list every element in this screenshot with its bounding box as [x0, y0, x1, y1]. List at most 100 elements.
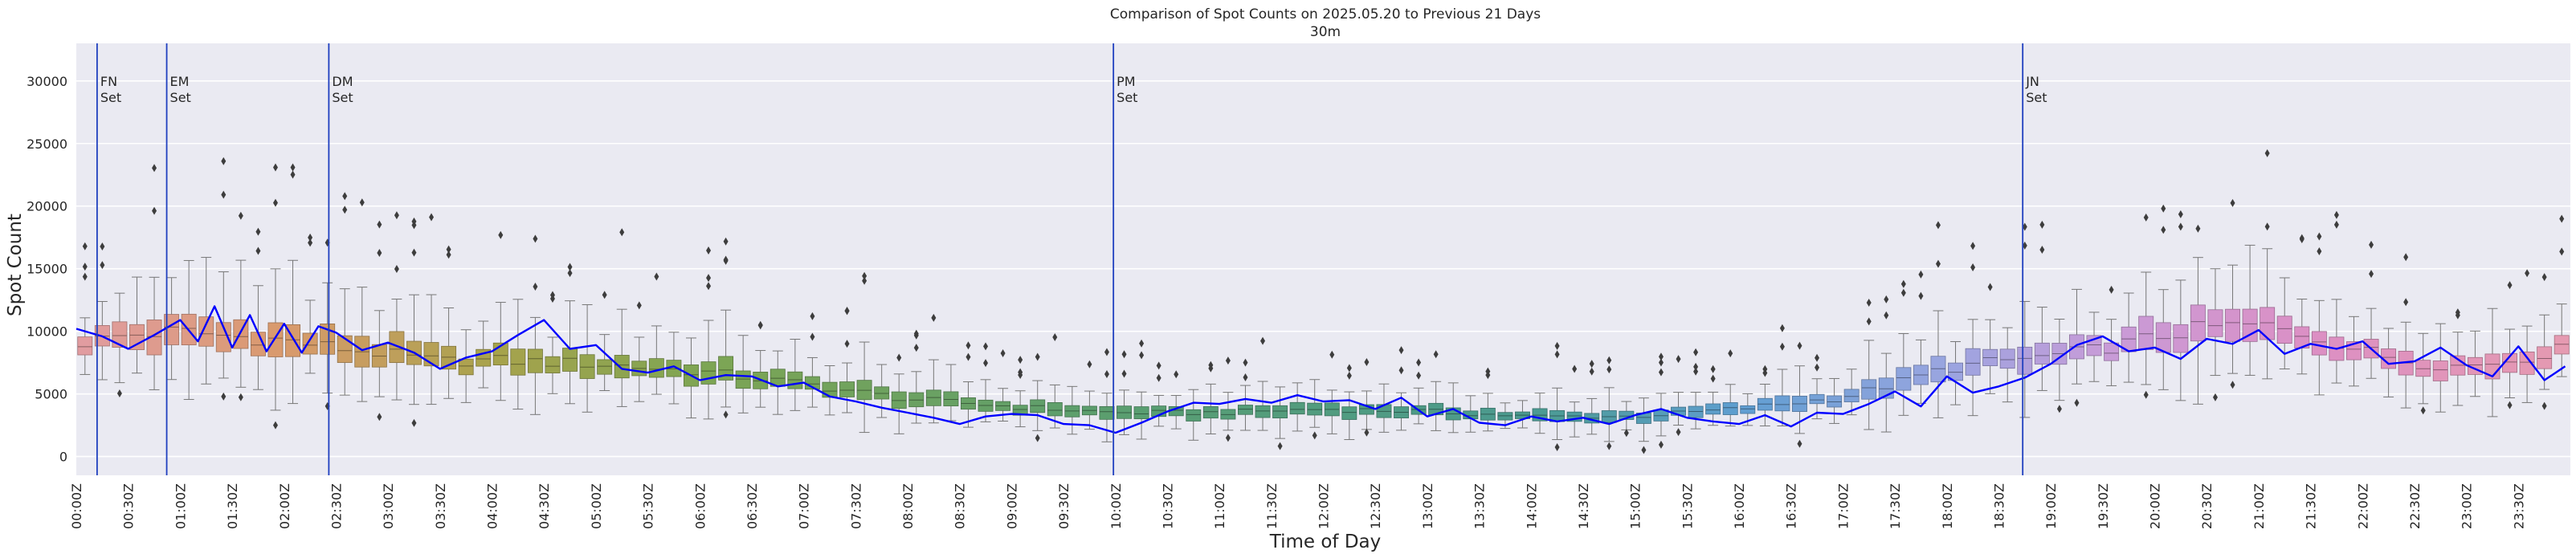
outlier-marker: [1779, 324, 1785, 332]
outlier-marker: [1416, 371, 1422, 380]
outlier-marker: [1018, 370, 1023, 379]
box-body: [1809, 393, 1825, 405]
box-body: [1948, 362, 1963, 381]
outlier-marker: [446, 245, 451, 254]
box-body: [787, 371, 803, 389]
box-body: [614, 355, 630, 379]
box: [1774, 324, 1790, 426]
set-label: Set: [332, 90, 353, 105]
box: [1913, 270, 1929, 404]
outlier-marker: [1693, 348, 1699, 356]
outlier-marker: [844, 307, 850, 316]
box: [856, 271, 872, 434]
outlier-marker: [1970, 242, 1976, 250]
y-tick-label: 25000: [27, 136, 67, 152]
x-tick-label: 02:30Z: [329, 483, 344, 529]
boxes: [77, 149, 2570, 454]
outlier-marker: [2317, 232, 2322, 241]
outlier-marker: [342, 192, 348, 201]
y-tick-label: 20000: [27, 199, 67, 214]
outlier-marker: [965, 341, 971, 350]
box-body: [1497, 412, 1513, 421]
box-body: [2207, 309, 2223, 337]
outlier-marker: [82, 272, 88, 281]
outlier-marker: [1139, 339, 1145, 348]
outlier-marker: [2333, 210, 2339, 219]
box: [925, 313, 941, 424]
outlier-marker: [1260, 336, 1266, 345]
outlier-marker: [2039, 220, 2045, 229]
box-body: [1688, 405, 1704, 418]
x-tick-label: 18:30Z: [1991, 483, 2007, 529]
outlier-marker: [1693, 367, 1699, 376]
box-body: [579, 354, 595, 379]
outlier-marker: [636, 301, 642, 310]
box: [302, 233, 318, 374]
box: [527, 234, 543, 415]
x-tick-label: 04:00Z: [485, 483, 500, 529]
outlier-marker: [2299, 235, 2305, 244]
box: [1099, 348, 1115, 442]
outlier-marker: [2056, 405, 2062, 413]
set-label: JN: [2025, 74, 2039, 89]
box-body: [389, 331, 405, 364]
box: [2017, 222, 2033, 418]
outlier-marker: [862, 271, 868, 280]
outlier-marker: [1728, 349, 1733, 358]
x-tick-label: 03:30Z: [433, 483, 448, 529]
outlier-marker: [1174, 370, 1179, 379]
box: [597, 291, 613, 392]
outlier-marker: [810, 312, 815, 320]
outlier-marker: [1018, 356, 1023, 365]
box-body: [2311, 331, 2327, 356]
box-body: [1030, 399, 1046, 413]
outlier-marker: [2541, 273, 2547, 282]
outlier-marker: [394, 211, 399, 220]
outlier-marker: [238, 211, 243, 220]
outlier-marker: [2074, 398, 2080, 407]
outlier-marker: [2525, 269, 2530, 278]
outlier-marker: [1779, 342, 1785, 351]
x-tick-label: 22:00Z: [2355, 483, 2370, 529]
box-body: [2554, 335, 2570, 355]
outlier-marker: [1121, 350, 1127, 359]
outlier-marker: [1243, 373, 1248, 382]
outlier-marker: [272, 163, 278, 172]
outlier-marker: [1364, 357, 1370, 366]
box-body: [1047, 402, 1063, 417]
box-body: [198, 316, 214, 347]
y-tick-label: 5000: [35, 387, 67, 402]
box: [978, 342, 994, 422]
box: [1601, 356, 1617, 450]
box: [129, 276, 145, 374]
x-tick-label: 14:00Z: [1524, 483, 1539, 529]
series-line: [76, 305, 2566, 434]
outlier-marker: [1416, 358, 1422, 367]
outlier-marker: [2559, 214, 2565, 223]
gridlines: [76, 79, 2570, 458]
outlier-marker: [1312, 431, 1317, 440]
box-body: [1896, 367, 1912, 391]
outlier-marker: [1398, 346, 1404, 355]
outlier-marker: [411, 221, 417, 230]
x-tick-label: 18:00Z: [1940, 483, 1955, 529]
box: [77, 242, 93, 375]
outlier-marker: [896, 353, 902, 362]
outlier-marker: [1554, 350, 1560, 359]
x-tick-label: 19:00Z: [2043, 483, 2059, 529]
outlier-marker: [82, 242, 88, 250]
box: [1272, 386, 1288, 450]
box: [2502, 281, 2517, 409]
box: [1827, 377, 1843, 424]
box: [1722, 349, 1738, 427]
box-body: [2502, 352, 2517, 373]
box: [2311, 232, 2327, 396]
set-label: Set: [170, 90, 191, 105]
outlier-marker: [2039, 246, 2045, 255]
outlier-marker: [238, 393, 243, 401]
x-tick-label: 19:30Z: [2096, 483, 2111, 529]
outlier-marker: [1658, 368, 1664, 377]
box: [908, 329, 925, 424]
box: [1202, 360, 1219, 434]
